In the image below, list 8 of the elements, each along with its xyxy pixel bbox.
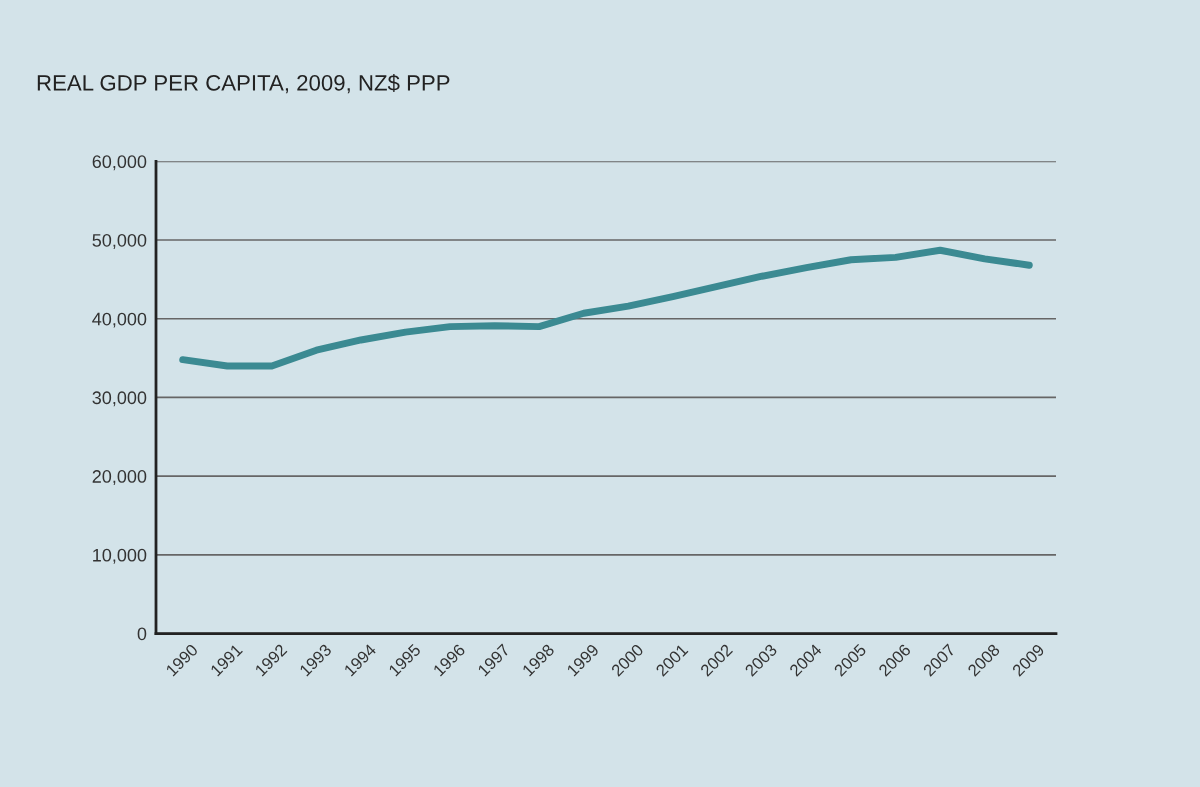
y-tick-label: 60,000 — [92, 155, 147, 171]
y-tick-label: 20,000 — [92, 470, 147, 485]
y-tick-label: 10,000 — [93, 548, 147, 564]
y-tick-label: 40,000 — [92, 312, 147, 328]
y-tick-label: 0 — [137, 627, 147, 641]
y-tick-label: 30,000 — [92, 391, 147, 407]
chart-title: REAL GDP PER CAPITA, 2009, NZ$ PPP — [37, 74, 450, 94]
y-tick-label: 50,000 — [92, 233, 147, 249]
